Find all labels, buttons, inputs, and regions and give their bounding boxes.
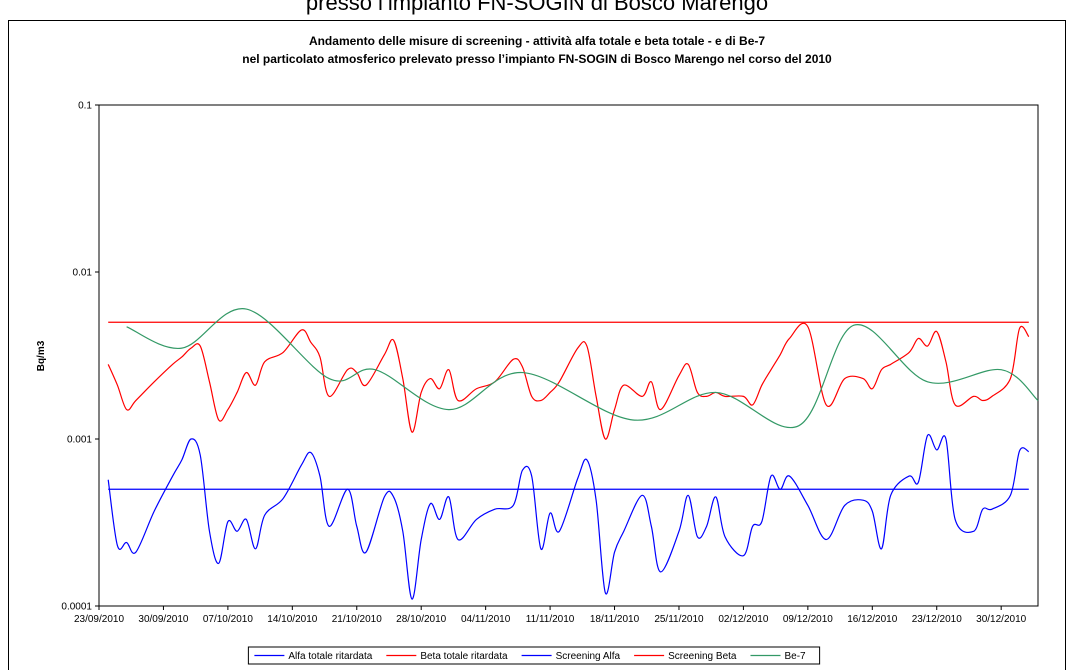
x-tick-label: 16/12/2010 [847,614,897,625]
page-header: presso l’impianto FN-SOGIN di Bosco Mare… [306,0,768,15]
y-tick-label: 0.1 [78,101,92,112]
x-tick-label: 21/10/2010 [332,614,382,625]
x-tick-label: 25/11/2010 [654,614,704,625]
legend-label: Alfa totale ritardata [288,651,372,662]
x-tick-label: 30/09/2010 [138,614,188,625]
x-tick-label: 11/11/2010 [526,614,575,625]
x-tick-label: 23/09/2010 [74,614,124,625]
series-line [126,308,1039,429]
chart-title: Andamento delle misure di screening - at… [309,34,765,48]
x-tick-label: 09/12/2010 [783,614,833,625]
x-tick-label: 04/11/2010 [461,614,511,625]
x-tick-label: 28/10/2010 [396,614,446,625]
y-tick-label: 0.001 [67,435,92,446]
series-line [107,322,1030,440]
legend-label: Beta totale ritardata [420,651,508,662]
chart-subtitle: nel particolato atmosferico prelevato pr… [242,52,832,66]
x-tick-label: 30/12/2010 [976,614,1026,625]
legend-label: Be-7 [784,651,806,662]
y-axis-label: Bq/m3 [36,340,47,371]
series-line [107,433,1030,600]
legend-label: Screening Beta [668,651,737,662]
legend-label: Screening Alfa [556,651,621,662]
y-tick-label: 0.01 [73,268,93,279]
x-tick-label: 23/12/2010 [912,614,962,625]
x-tick-label: 07/10/2010 [203,614,253,625]
legend: Alfa totale ritardata Beta totale ritarda… [247,646,821,665]
y-tick-label: 0.0001 [61,602,92,613]
plot-area [98,104,1039,607]
x-tick-label: 02/12/2010 [718,614,768,625]
x-tick-label: 18/11/2010 [590,614,640,625]
x-tick-label: 14/10/2010 [267,614,317,625]
